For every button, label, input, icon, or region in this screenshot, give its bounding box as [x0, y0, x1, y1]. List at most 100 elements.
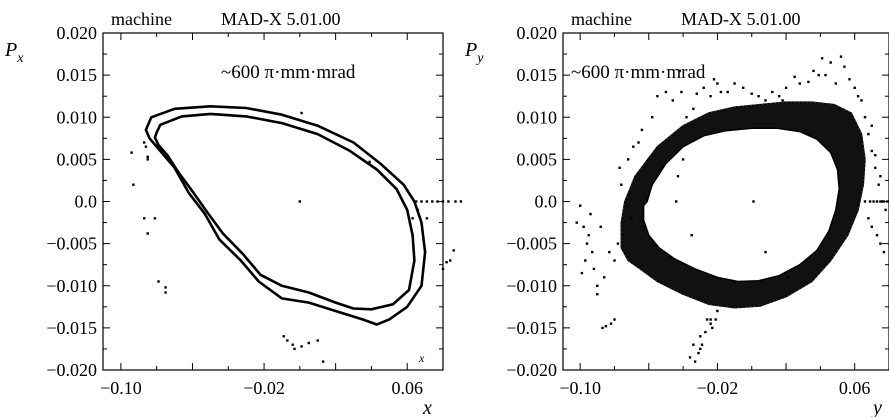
- scatter-point: [874, 167, 876, 169]
- scatter-point: [764, 99, 766, 101]
- scatter-point: [713, 78, 715, 80]
- header-machine: machine: [111, 9, 172, 29]
- scatter-point: [600, 226, 602, 228]
- scatter-point: [601, 327, 603, 329]
- scatter-point: [854, 87, 856, 89]
- scatter-point: [840, 55, 842, 57]
- x-tick-label: −0.02: [243, 378, 285, 398]
- scatter-point: [589, 213, 591, 215]
- scatter-point: [445, 261, 447, 263]
- scatter-point: [436, 200, 438, 202]
- scatter-point: [701, 344, 703, 346]
- scatter-point: [876, 234, 878, 236]
- scatter-point: [680, 91, 682, 93]
- contour-line-1: [155, 114, 415, 309]
- scatter-point: [596, 293, 598, 295]
- header-machine: machine: [571, 9, 632, 29]
- scatter-point: [426, 217, 428, 219]
- scatter-point: [812, 70, 814, 72]
- x-tick-label: 0.06: [839, 378, 871, 398]
- scatter-point: [716, 82, 718, 84]
- scatter-point: [411, 217, 413, 219]
- scatter-point: [426, 200, 428, 202]
- y-tick-label: 0.0: [535, 192, 558, 212]
- scatter-point: [699, 348, 701, 350]
- dense-particle-band: [621, 102, 865, 308]
- scatter-point: [879, 242, 881, 244]
- scatter-point: [453, 249, 455, 251]
- scatter-point: [147, 156, 149, 158]
- scatter-point: [682, 158, 684, 160]
- scatter-point: [871, 150, 873, 152]
- scatter-point: [689, 356, 691, 358]
- scatter-point: [699, 335, 701, 337]
- scatter-point: [293, 348, 295, 350]
- scatter-point: [807, 81, 809, 83]
- x-axis-label: x: [422, 397, 432, 417]
- scatter-point: [147, 232, 149, 234]
- scatter-point: [454, 200, 456, 202]
- scatter-point: [821, 57, 823, 59]
- scatter-point: [757, 95, 759, 97]
- scatter-point: [286, 339, 288, 341]
- scatter-point: [605, 325, 607, 327]
- scatter-point: [843, 66, 845, 68]
- scatter-point: [883, 251, 885, 253]
- y-axis-label: Py: [464, 39, 484, 66]
- scatter-point: [299, 200, 301, 202]
- scatter-point: [420, 200, 422, 202]
- scatter-point: [145, 146, 147, 148]
- scatter-point: [586, 242, 588, 244]
- scatter-point: [618, 167, 620, 169]
- y-tick-label: 0.0: [75, 192, 98, 212]
- x-tick-label: −0.10: [559, 378, 601, 398]
- scatter-point: [874, 154, 876, 156]
- scatter-point: [864, 200, 866, 202]
- scatter-point: [582, 226, 584, 228]
- y-tick-label: 0.015: [57, 65, 98, 85]
- scatter-point: [879, 175, 881, 177]
- y-tick-label: −0.005: [46, 234, 97, 254]
- scatter-point: [751, 93, 753, 95]
- y-axis-label: Px: [4, 39, 24, 66]
- scatter-point: [878, 184, 880, 186]
- scatter-point: [581, 272, 583, 274]
- scatter-point: [588, 234, 590, 236]
- chart-panel-right: 0.020 0.015 0.010 0.005 0.0 −0.005 −0.010 −0.01…: [464, 9, 889, 417]
- y-tick-label: 0.020: [57, 23, 98, 43]
- scatter-point: [799, 82, 801, 84]
- scatter-point: [752, 200, 754, 202]
- chart-panel-left: 0.020 0.015 0.010 0.005 0.0 −0.005 −0.010 −0.01…: [4, 9, 462, 417]
- y-tick-label: 0.010: [517, 107, 558, 127]
- scatter-point: [685, 116, 687, 118]
- scatter-point: [629, 192, 631, 194]
- scatter-point: [867, 217, 869, 219]
- scatter-point: [637, 141, 639, 143]
- scatter-point: [442, 268, 444, 270]
- scatter-point: [143, 141, 145, 143]
- scatter-point: [884, 209, 886, 211]
- scatter-point: [787, 276, 789, 278]
- scatter-point: [617, 242, 619, 244]
- scatter-point: [154, 217, 156, 219]
- x-tick-label: −0.10: [100, 378, 142, 398]
- scatter-point: [720, 91, 722, 93]
- scatter-point: [627, 158, 629, 160]
- scatter-point: [596, 285, 598, 287]
- scatter-point: [778, 95, 780, 97]
- corner-label: x: [418, 351, 425, 365]
- scatter-point: [576, 221, 578, 223]
- scatter-point: [656, 95, 658, 97]
- scatter-point: [871, 125, 873, 127]
- scatter-point: [709, 95, 711, 97]
- header-version: MAD-X 5.01.00: [221, 9, 341, 29]
- y-tick-label: 0.005: [57, 149, 98, 169]
- emittance-annotation: ~600 π·mm·mrad: [221, 62, 356, 83]
- scatter-point: [694, 360, 696, 362]
- scatter-point: [848, 78, 850, 80]
- scatter-point: [675, 200, 677, 202]
- scatter-point: [620, 184, 622, 186]
- scatter-point: [692, 108, 694, 110]
- y-tick-label: −0.015: [506, 318, 557, 338]
- scatter-point: [742, 87, 744, 89]
